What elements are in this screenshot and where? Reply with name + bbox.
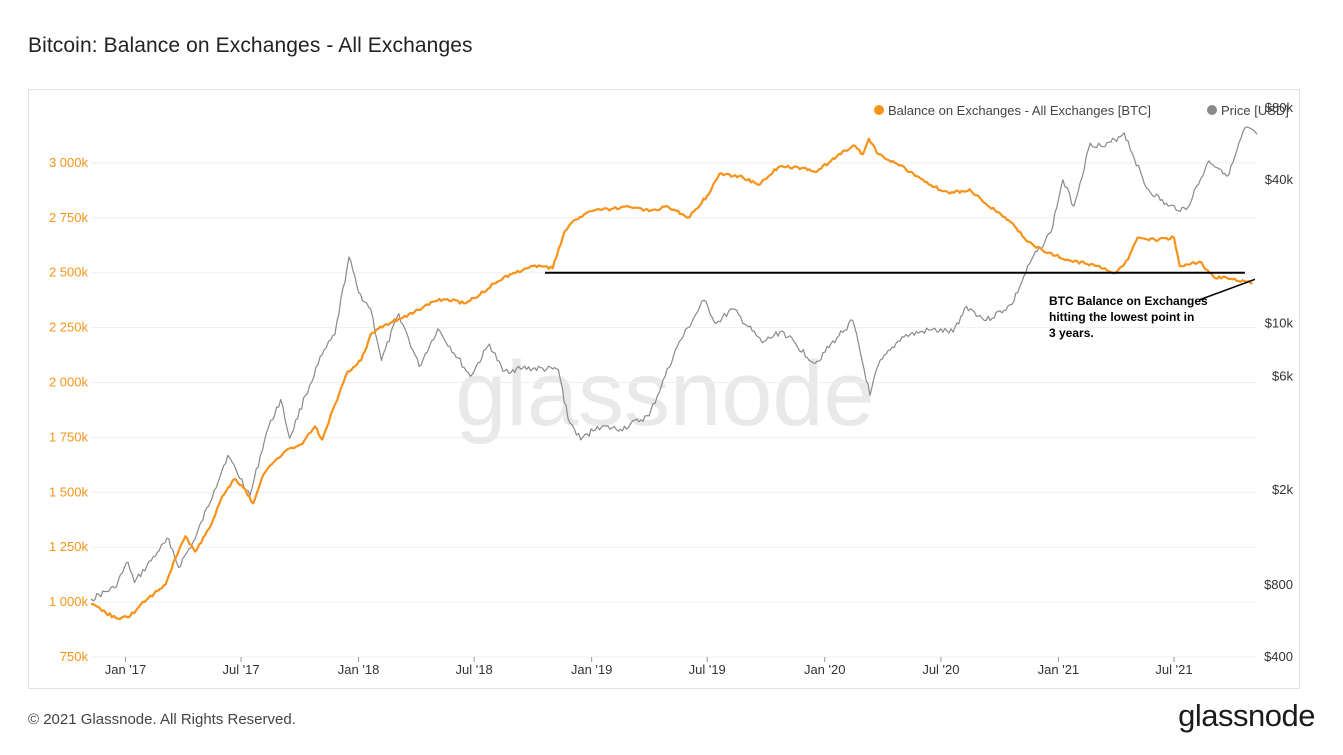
y-right-tick-label: $6k xyxy=(1272,368,1293,383)
annotation-text: BTC Balance on Exchanges xyxy=(1049,294,1208,308)
brand-logo: glassnode xyxy=(1178,698,1315,733)
y-right-tick-label: $2k xyxy=(1272,482,1293,497)
y-left-tick-label: 750k xyxy=(60,649,89,664)
legend-balance-label: Balance on Exchanges - All Exchanges [BT… xyxy=(888,103,1151,118)
annotation-arrow xyxy=(1198,278,1256,301)
y-left-tick-label: 1 500k xyxy=(49,484,89,499)
y-right-tick-label: $80k xyxy=(1265,100,1294,115)
legend-balance-marker xyxy=(874,105,884,115)
y-left-tick-label: 2 250k xyxy=(49,320,89,335)
y-left-tick-label: 2 500k xyxy=(49,265,89,280)
watermark: glassnode xyxy=(455,343,874,445)
y-left-tick-label: 1 250k xyxy=(49,539,89,554)
y-right-tick-label: $800 xyxy=(1264,577,1293,592)
x-tick-label: Jan '18 xyxy=(338,662,380,677)
legend-price-label: Price [USD] xyxy=(1221,103,1289,118)
y-right-tick-label: $40k xyxy=(1265,172,1294,187)
y-left-tick-label: 2 000k xyxy=(49,375,89,390)
x-tick-label: Jan '17 xyxy=(105,662,147,677)
y-right-tick-label: $400 xyxy=(1264,649,1293,664)
y-left-tick-label: 1 000k xyxy=(49,594,89,609)
annotation-text: 3 years. xyxy=(1049,326,1094,340)
chart-svg: glassnode 750k 1 000k 1 250k 1 500k 1 750k 2 … xyxy=(49,100,1294,677)
x-tick-label: Jan '19 xyxy=(571,662,613,677)
x-tick-label: Jul '19 xyxy=(689,662,726,677)
page-title: Bitcoin: Balance on Exchanges - All Exch… xyxy=(28,34,473,57)
x-tick-label: Jan '21 xyxy=(1038,662,1080,677)
y-left-tick-label: 3 000k xyxy=(49,155,89,170)
x-tick-label: Jul '21 xyxy=(1155,662,1192,677)
copyright-text: © 2021 Glassnode. All Rights Reserved. xyxy=(28,711,296,728)
annotation-text: hitting the lowest point in xyxy=(1049,310,1194,324)
legend-price-marker xyxy=(1207,105,1217,115)
balance-series-line xyxy=(90,137,1253,621)
y-right-tick-label: $10k xyxy=(1265,315,1294,330)
y-left-tick-label: 1 750k xyxy=(49,429,89,444)
chart-container: glassnode 750k 1 000k 1 250k 1 500k 1 750k 2 … xyxy=(28,89,1300,689)
x-tick-label: Jul '17 xyxy=(222,662,259,677)
x-tick-label: Jul '20 xyxy=(922,662,959,677)
price-series-line xyxy=(90,126,1258,602)
x-tick-label: Jul '18 xyxy=(456,662,493,677)
y-left-tick-label: 2 750k xyxy=(49,210,89,225)
x-tick-label: Jan '20 xyxy=(804,662,846,677)
